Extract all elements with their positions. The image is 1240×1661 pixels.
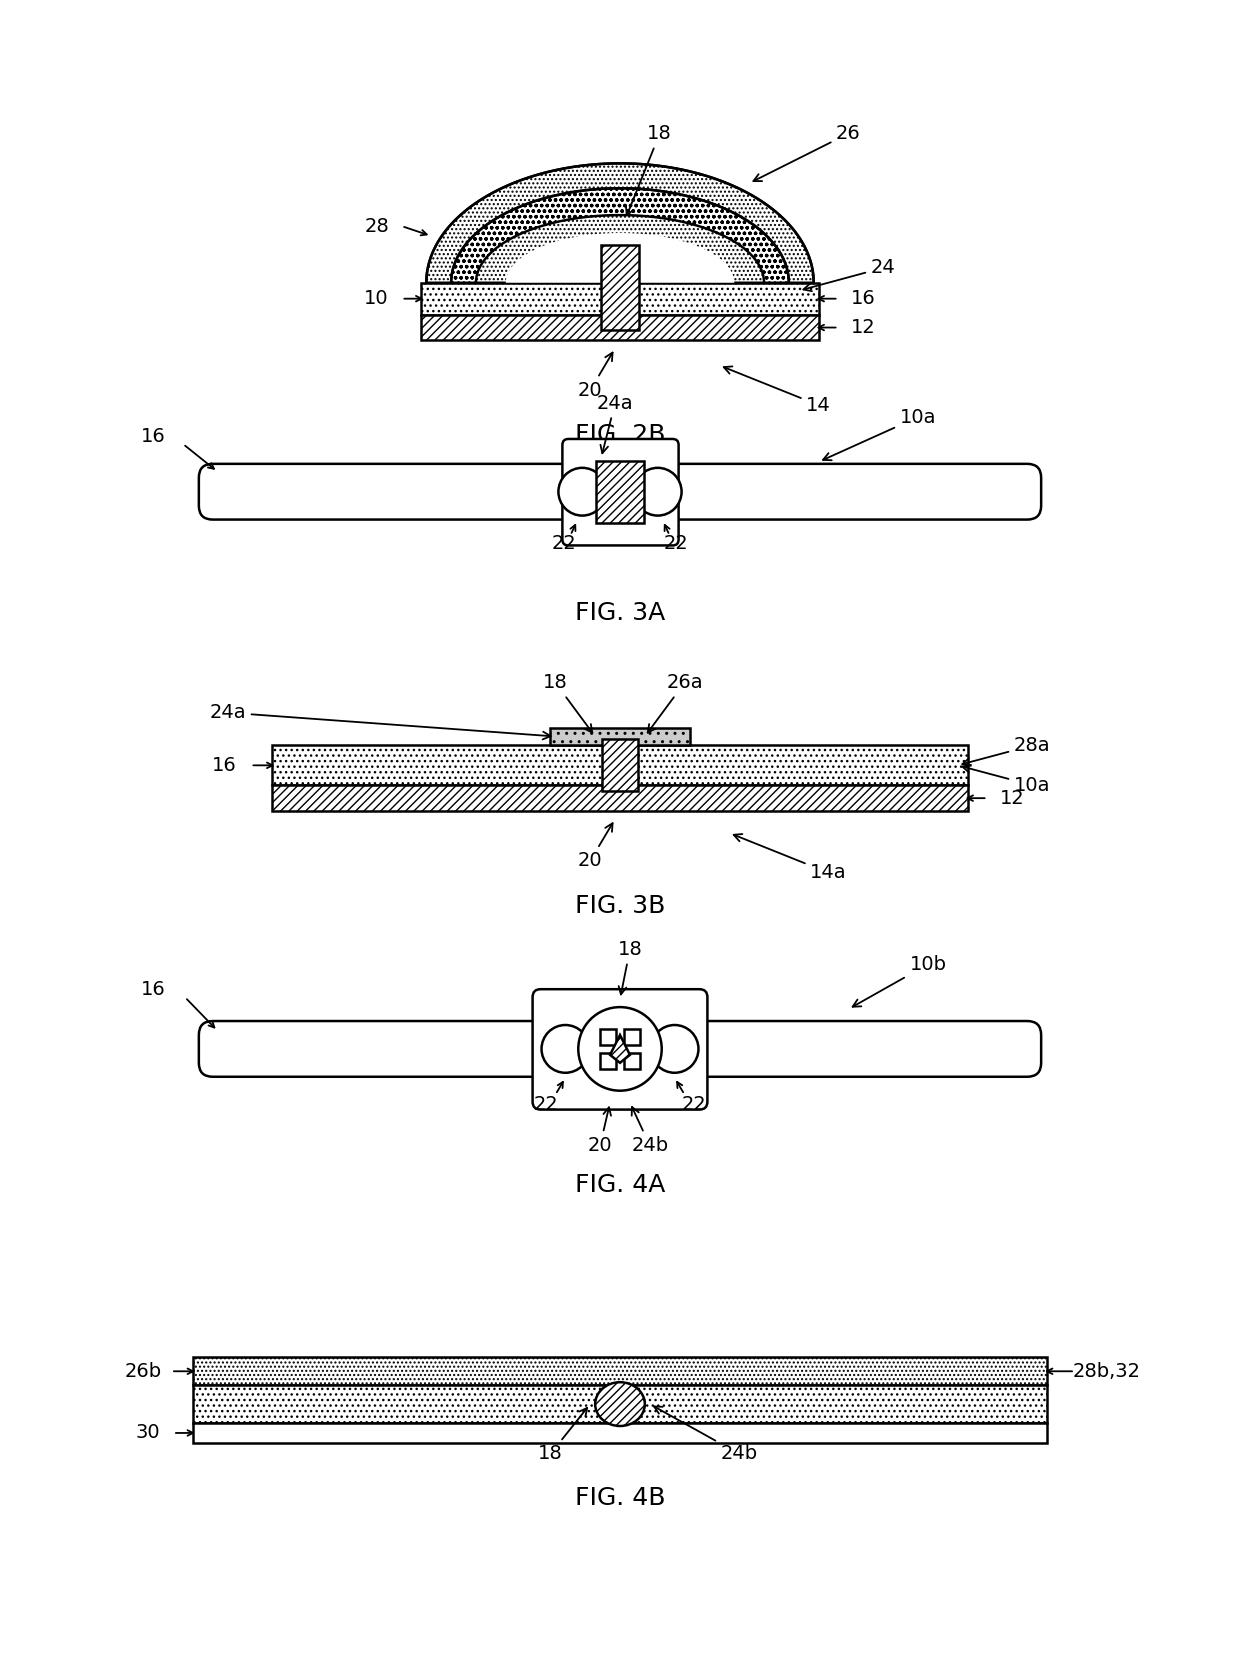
FancyBboxPatch shape [198, 1022, 1042, 1076]
Bar [603, 739, 637, 791]
Text: 24b: 24b [653, 1407, 758, 1463]
Text: 26: 26 [754, 125, 861, 181]
Bar [193, 1357, 1047, 1385]
Text: 10: 10 [365, 289, 389, 309]
Circle shape [634, 468, 682, 515]
Bar [601, 244, 639, 329]
Bar [551, 728, 689, 746]
Text: 24a: 24a [210, 703, 551, 739]
Text: 16: 16 [212, 756, 237, 774]
Bar [624, 1030, 640, 1045]
Text: 28a: 28a [962, 736, 1050, 766]
Bar [193, 1385, 1047, 1423]
Text: 20: 20 [578, 352, 613, 400]
Text: 30: 30 [136, 1423, 160, 1442]
Bar [422, 314, 818, 341]
Text: FIG. 2B: FIG. 2B [575, 424, 665, 447]
Bar [193, 1423, 1047, 1443]
Bar [596, 460, 644, 523]
Polygon shape [427, 163, 813, 282]
Text: 14a: 14a [734, 834, 847, 882]
Circle shape [558, 468, 606, 515]
Text: 22: 22 [533, 1095, 558, 1115]
Text: 28b,32: 28b,32 [1073, 1362, 1141, 1380]
Text: 16: 16 [141, 980, 165, 998]
FancyBboxPatch shape [198, 463, 1042, 520]
Text: 22: 22 [663, 533, 688, 553]
Circle shape [578, 1007, 662, 1091]
Text: 26a: 26a [647, 673, 703, 733]
Text: 18: 18 [543, 673, 593, 733]
Ellipse shape [595, 1382, 645, 1427]
Polygon shape [476, 216, 764, 282]
Bar [273, 786, 967, 811]
Bar [273, 746, 967, 786]
Text: 24a: 24a [596, 394, 634, 453]
Text: 28: 28 [365, 216, 389, 236]
Text: 10b: 10b [853, 955, 946, 1007]
Text: 10a: 10a [962, 764, 1050, 794]
Text: 18: 18 [618, 940, 642, 995]
Polygon shape [506, 233, 734, 282]
Text: 24b: 24b [631, 1106, 668, 1154]
Text: 20: 20 [578, 824, 613, 870]
Text: 10a: 10a [823, 407, 936, 460]
Text: FIG. 3A: FIG. 3A [575, 601, 665, 625]
Bar [624, 1053, 640, 1068]
Text: 18: 18 [538, 1409, 588, 1463]
Circle shape [651, 1025, 698, 1073]
Bar [600, 1030, 616, 1045]
Text: 22: 22 [682, 1095, 707, 1115]
FancyBboxPatch shape [533, 990, 707, 1110]
Text: FIG. 3B: FIG. 3B [575, 894, 665, 917]
Text: 16: 16 [851, 289, 875, 309]
Circle shape [542, 1025, 589, 1073]
Polygon shape [610, 1035, 630, 1063]
Text: 14: 14 [724, 367, 831, 415]
Text: FIG. 4A: FIG. 4A [575, 1173, 665, 1198]
Text: 24: 24 [804, 259, 895, 291]
Text: 26b: 26b [125, 1362, 161, 1380]
Text: 20: 20 [588, 1108, 613, 1154]
Bar [422, 282, 818, 314]
Text: FIG. 4B: FIG. 4B [575, 1485, 665, 1510]
Text: 16: 16 [141, 427, 165, 447]
Polygon shape [451, 188, 789, 282]
Text: 18: 18 [626, 125, 672, 216]
Text: 22: 22 [552, 533, 577, 553]
Text: 12: 12 [999, 789, 1024, 807]
Bar [600, 1053, 616, 1068]
FancyBboxPatch shape [563, 439, 678, 545]
Text: 12: 12 [851, 317, 875, 337]
